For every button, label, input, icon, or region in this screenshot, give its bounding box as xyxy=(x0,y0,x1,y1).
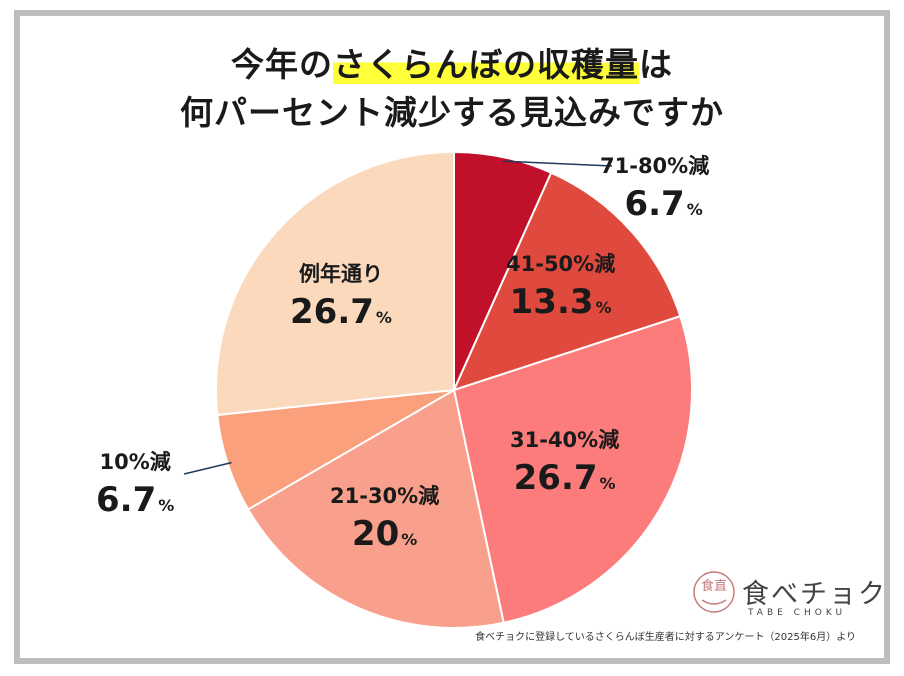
label-normal: 例年通り 26.7% xyxy=(290,258,392,332)
slice-label-unit: % xyxy=(401,530,418,549)
leader-line xyxy=(183,461,232,475)
slice-label-name: 41-50%減 xyxy=(506,252,616,276)
logo-mark-text: 食直 xyxy=(701,578,727,594)
logo-brand: 食べチョク xyxy=(742,579,887,610)
slice-label-name: 31-40%減 xyxy=(510,428,620,452)
slice-label-unit: % xyxy=(375,308,392,327)
slice-label-value: 13.3 xyxy=(509,282,594,322)
slice-label-value: 20 xyxy=(351,514,400,554)
title-suffix: は xyxy=(639,45,673,84)
slice-label-unit: % xyxy=(595,298,612,317)
pie-slice xyxy=(452,171,682,392)
logo-mark-icon: 食直 xyxy=(693,571,735,613)
slice-label-value: 6.7 xyxy=(624,184,685,224)
slice-label-unit: % xyxy=(686,200,703,219)
pie-slice xyxy=(215,150,455,417)
title-prefix: 今年の xyxy=(231,45,333,84)
slice-label-unit: % xyxy=(158,496,175,515)
pie-slice xyxy=(246,388,505,629)
slice-label-value: 6.7 xyxy=(96,480,157,520)
slice-label-name: 10%減 xyxy=(99,450,171,474)
label-41-50: 41-50%減 13.3% xyxy=(506,248,615,322)
label-31-40: 31-40%減 26.7% xyxy=(510,424,619,498)
pie-slice xyxy=(452,314,693,624)
slice-label-name: 21-30%減 xyxy=(330,484,440,508)
chart-title-line2: 何パーセント減少する見込みですか xyxy=(180,93,724,132)
label-10: 10%減 6.7% xyxy=(96,446,174,520)
title-highlight: さくらんぼの収穫量 xyxy=(333,45,639,84)
logo-subtitle: TABE CHOKU xyxy=(748,608,847,618)
slice-label-name: 71-80%減 xyxy=(600,154,710,178)
slice-label-unit: % xyxy=(599,474,616,493)
label-71-80: 71-80%減 6.7% xyxy=(600,150,709,224)
slice-label-name: 例年通り xyxy=(298,262,383,286)
chart-title-line1: 今年のさくらんぼの収穫量は xyxy=(0,38,904,86)
leader-line xyxy=(502,160,613,167)
label-21-30: 21-30%減 20% xyxy=(330,480,439,554)
source-note: 食べチョクに登録しているさくらんぼ生産者に対するアンケート（2025年6月）より xyxy=(475,632,856,643)
slice-label-value: 26.7 xyxy=(513,458,598,498)
slice-label-value: 26.7 xyxy=(290,292,374,332)
